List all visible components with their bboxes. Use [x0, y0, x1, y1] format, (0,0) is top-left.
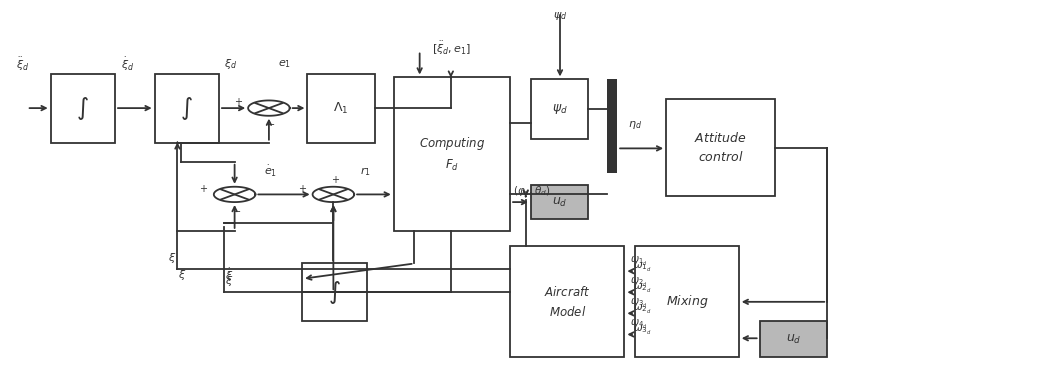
- Text: $C omputing$
$F_d$: $C omputing$ $F_d$: [418, 136, 485, 173]
- Text: $\omega_{2_d}$: $\omega_{2_d}$: [630, 276, 648, 289]
- Text: +: +: [200, 184, 207, 194]
- Text: $\omega_{3_d}$: $\omega_{3_d}$: [630, 297, 648, 310]
- Text: $-$: $-$: [266, 119, 276, 129]
- Text: $\psi_d$: $\psi_d$: [552, 102, 567, 116]
- Text: $Mixing$: $Mixing$: [665, 293, 708, 310]
- Text: +: +: [298, 184, 306, 194]
- Text: $[\ddot{\xi}_d, e_1]$: $[\ddot{\xi}_d, e_1]$: [432, 40, 472, 57]
- Bar: [760, 321, 828, 357]
- Text: $e_1$: $e_1$: [278, 58, 291, 70]
- Text: $Aircraft$
$Model$: $Aircraft$ $Model$: [544, 285, 590, 318]
- Text: +: +: [331, 175, 339, 185]
- Text: $\int$: $\int$: [180, 95, 194, 122]
- Text: $u_d$: $u_d$: [552, 196, 567, 209]
- Text: $\int$: $\int$: [76, 95, 90, 122]
- Text: $u_d$: $u_d$: [786, 333, 802, 346]
- Text: $\psi_d$: $\psi_d$: [553, 10, 567, 22]
- Bar: [607, 79, 617, 173]
- Text: $\omega_{1_d}$: $\omega_{1_d}$: [633, 261, 652, 274]
- Bar: [531, 79, 588, 139]
- Bar: [510, 246, 625, 357]
- Bar: [307, 74, 375, 142]
- Text: $\eta_d$: $\eta_d$: [628, 119, 641, 131]
- Bar: [154, 74, 219, 142]
- Text: $\omega_{4_d}$: $\omega_{4_d}$: [630, 318, 648, 331]
- Text: $\dot{\xi}$: $\dot{\xi}$: [225, 266, 233, 284]
- Text: +: +: [234, 97, 242, 107]
- Bar: [51, 74, 116, 142]
- Text: $\xi$: $\xi$: [168, 251, 176, 265]
- Text: $\xi_d$: $\xi_d$: [224, 57, 237, 71]
- Text: $r_1$: $r_1$: [360, 165, 372, 178]
- Text: $\dot{e}_1$: $\dot{e}_1$: [263, 164, 277, 179]
- Bar: [666, 99, 776, 196]
- Text: $\ddot{\xi}_d$: $\ddot{\xi}_d$: [17, 55, 29, 73]
- Bar: [635, 246, 739, 357]
- Text: $\omega_{2_d}$: $\omega_{2_d}$: [633, 303, 652, 316]
- Text: $Attitude$
$control$: $Attitude$ $control$: [694, 131, 746, 164]
- Text: $\xi$: $\xi$: [178, 268, 186, 282]
- Text: $\dot{\xi}_d$: $\dot{\xi}_d$: [122, 55, 134, 73]
- Bar: [393, 77, 510, 231]
- Text: $\omega_{3_d}$: $\omega_{3_d}$: [633, 324, 652, 337]
- Text: $(\varphi_d,\theta_d)$: $(\varphi_d,\theta_d)$: [513, 184, 551, 198]
- Text: $\int$: $\int$: [328, 279, 340, 306]
- Bar: [531, 185, 588, 219]
- Text: $\Lambda_1$: $\Lambda_1$: [333, 100, 349, 115]
- Text: $-$: $-$: [232, 205, 242, 215]
- Text: $\dot{\xi}$: $\dot{\xi}$: [225, 272, 233, 290]
- Text: $\omega_{1_d}$: $\omega_{1_d}$: [630, 255, 648, 268]
- Text: $\omega_{2_d}$: $\omega_{2_d}$: [633, 282, 652, 295]
- Bar: [302, 263, 366, 321]
